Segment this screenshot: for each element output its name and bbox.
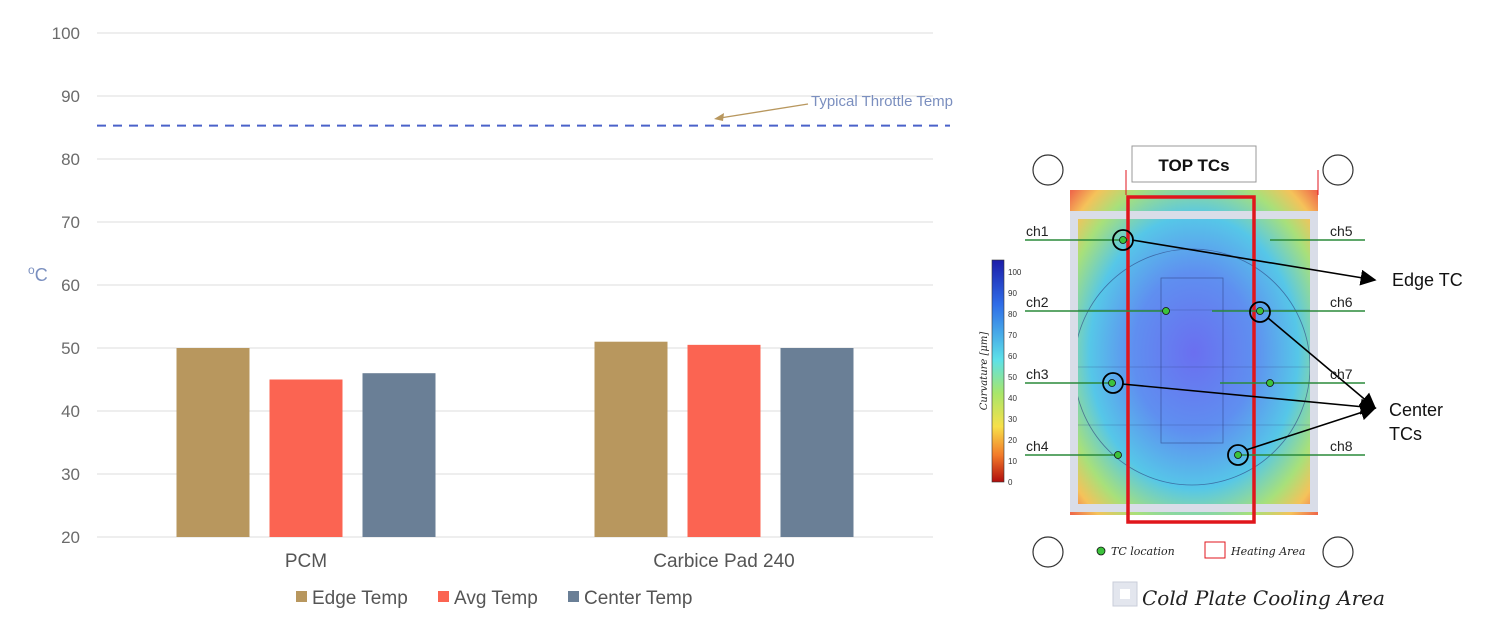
colorbar-tick-label: 70 (1008, 331, 1017, 340)
bar-center-temp (362, 373, 436, 537)
colorbar-tick-label: 80 (1008, 310, 1017, 319)
cooling-area-legend-label: Cold Plate Cooling Area (1142, 586, 1385, 610)
reference-line-group: Typical Throttle Temp (97, 93, 953, 127)
heating-area-legend-icon (1204, 541, 1226, 559)
die-outline (1160, 277, 1224, 444)
y-axis-label: oC (28, 263, 48, 285)
bar-avg-temp (269, 379, 343, 537)
legend-label: Center Temp (584, 588, 692, 609)
colorbar-tick-label: 60 (1008, 352, 1017, 361)
bar-chart: 20 30 40 50 60 70 80 90 100 oC Typical Throttle … (28, 24, 953, 609)
colorbar-tick-label: 40 (1008, 394, 1017, 403)
tc-point (1256, 307, 1264, 315)
tc-location-legend-icon (1096, 546, 1106, 556)
tc-point (1162, 307, 1170, 315)
center-tc-ring (1227, 444, 1249, 466)
tc-point (1234, 451, 1242, 459)
center-tc-arrow (1121, 383, 1377, 415)
cooling-area-legend-icon-inner (1120, 589, 1130, 599)
reference-annotation-arrow (719, 103, 809, 119)
legend-label: Avg Temp (454, 588, 538, 609)
channel-label: ch2 (1026, 294, 1049, 310)
y-tick-label: 20 (61, 528, 80, 547)
colorbar-tick-label: 90 (1008, 289, 1017, 298)
colorbar-tick-label: 0 (1008, 478, 1013, 487)
y-tick-label: 60 (61, 276, 80, 295)
diagram-title-box (1131, 145, 1257, 183)
reference-line-label: Typical Throttle Temp (811, 93, 953, 110)
y-axis-ticks: 20 30 40 50 60 70 80 90 100 (52, 24, 80, 547)
bar-series (176, 341, 854, 537)
colorbar-label: Curvature [μm] (979, 332, 990, 411)
y-tick-label: 100 (52, 24, 80, 43)
legend-swatch (296, 591, 307, 602)
tc-diagram: TOP TCs ch1 ch2 ch3 ch4 ch5 ch6 ch7 ch8 … (979, 145, 1463, 610)
center-tcs-label: TCs (1389, 424, 1422, 444)
channel-label: ch1 (1026, 223, 1049, 239)
corner-hole-icon (1322, 536, 1354, 568)
channel-label: ch8 (1330, 438, 1353, 454)
tc-point (1266, 379, 1274, 387)
x-axis-categories: PCM Carbice Pad 240 (285, 551, 795, 572)
chart-legend: Edge Temp Avg Temp Center Temp (296, 588, 692, 609)
legend-swatch (568, 591, 579, 602)
colorbar-tick-label: 20 (1008, 436, 1017, 445)
arrowhead-icon (714, 113, 724, 121)
edge-tc-label: Edge TC (1392, 270, 1463, 290)
center-tc-ring (1102, 372, 1124, 394)
y-tick-label: 40 (61, 402, 80, 421)
bar-edge-temp (176, 348, 250, 537)
channel-label: ch7 (1330, 366, 1353, 382)
y-tick-label: 70 (61, 213, 80, 232)
corner-hole-icon (1032, 536, 1064, 568)
heating-area-legend-label: Heating Area (1230, 545, 1306, 558)
bar-avg-temp (687, 344, 761, 537)
x-category-label: Carbice Pad 240 (653, 551, 795, 572)
corner-hole-icon (1322, 154, 1354, 186)
center-tc-ring (1249, 301, 1271, 323)
y-tick-label: 90 (61, 87, 80, 106)
bar-edge-temp (594, 341, 668, 537)
legend-swatch (438, 591, 449, 602)
diagram-title: TOP TCs (1158, 156, 1229, 175)
colorbar-tick-label: 10 (1008, 457, 1017, 466)
x-category-label: PCM (285, 551, 327, 572)
y-tick-label: 80 (61, 150, 80, 169)
colorbar-tick-label: 100 (1008, 268, 1022, 277)
tc-point (1119, 236, 1127, 244)
heatmap-plate (1070, 190, 1318, 515)
legend-label: Edge Temp (312, 588, 408, 609)
center-tcs-label: Center (1389, 400, 1443, 420)
heating-area-frame (1126, 195, 1256, 524)
cooling-area-frame (1070, 211, 1318, 512)
center-tc-arrow (1267, 317, 1377, 410)
corner-hole-icon (1032, 154, 1064, 186)
channel-label: ch6 (1330, 294, 1353, 310)
tc-location-legend-label: TC location (1111, 545, 1175, 558)
y-tick-label: 30 (61, 465, 80, 484)
channel-label: ch3 (1026, 366, 1049, 382)
tc-point (1114, 451, 1122, 459)
channel-label: ch5 (1330, 223, 1353, 239)
bar-center-temp (780, 348, 854, 537)
tc-point (1108, 379, 1116, 387)
colorbar (991, 259, 1005, 483)
center-tc-arrow (1245, 404, 1377, 451)
colorbar-tick-label: 50 (1008, 373, 1017, 382)
edge-tc-arrow (1131, 239, 1377, 286)
y-tick-label: 50 (61, 339, 80, 358)
channel-label: ch4 (1026, 438, 1049, 454)
colorbar-tick-label: 30 (1008, 415, 1017, 424)
